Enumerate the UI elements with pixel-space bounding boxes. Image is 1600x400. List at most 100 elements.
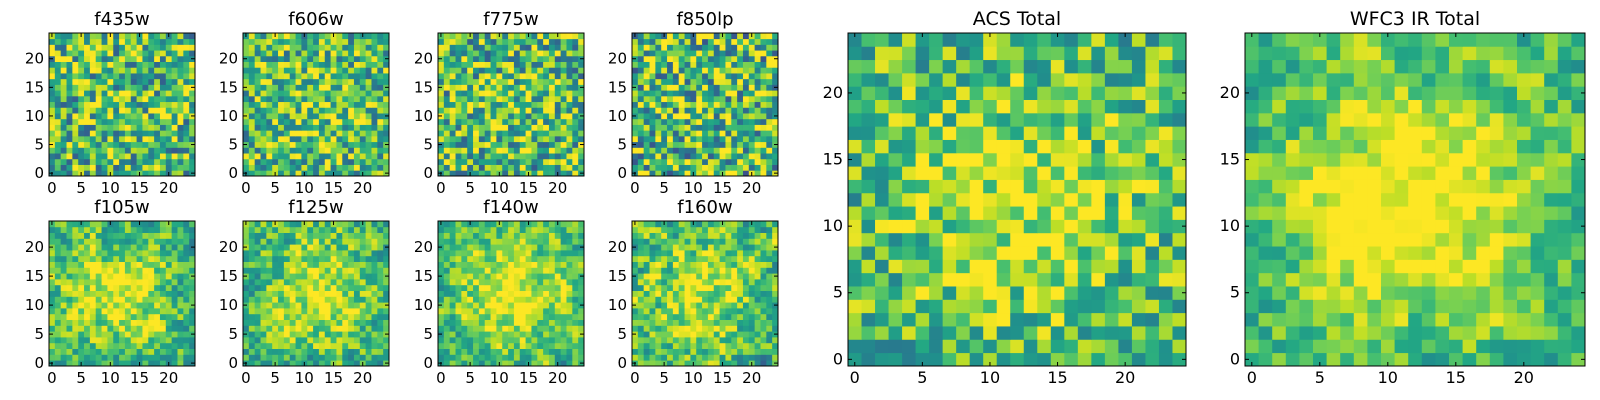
heatmap-cell (684, 95, 691, 103)
heatmap-cell (449, 279, 456, 286)
heatmap-cell (359, 67, 367, 74)
heatmap-cell (313, 238, 320, 245)
heatmap-cell (578, 147, 585, 154)
heatmap-cell (130, 348, 137, 355)
heatmap-cell (754, 284, 761, 291)
heatmap-cell (513, 95, 521, 103)
heatmap-cell (690, 284, 697, 291)
heatmap-cell (189, 135, 196, 143)
heatmap-cell (318, 38, 326, 45)
heatmap-cell (731, 348, 738, 355)
heatmap-cell (78, 130, 85, 137)
heatmap-cell (295, 284, 302, 291)
heatmap-cell (684, 44, 691, 51)
heatmap-cell (438, 319, 445, 326)
heatmap-cell (478, 232, 486, 239)
heatmap-cell (66, 354, 73, 361)
heatmap-cell (283, 153, 291, 160)
heatmap-cell (295, 290, 302, 297)
heatmap-cell (89, 170, 97, 177)
heatmap-cell (183, 250, 190, 257)
heatmap-cell (342, 55, 349, 62)
heatmap-cell (519, 153, 526, 160)
heatmap-cell (643, 107, 650, 114)
heatmap-cell (484, 113, 491, 120)
heatmap-cell (295, 342, 302, 349)
heatmap-cell (713, 279, 720, 286)
heatmap-cell (371, 95, 378, 103)
heatmap-cell (278, 90, 285, 97)
heatmap-cell (307, 44, 314, 51)
heatmap-cell (578, 221, 585, 228)
heatmap-cell (655, 273, 662, 280)
heatmap-cell (183, 73, 190, 80)
heatmap-cell (519, 124, 526, 131)
heatmap-cell (449, 302, 456, 309)
heatmap-cell (183, 337, 190, 344)
heatmap-cell (336, 250, 343, 257)
heatmap-cell (324, 95, 331, 103)
heatmap-cell (754, 360, 761, 367)
heatmap-cell (377, 61, 384, 68)
heatmap-cell (443, 354, 451, 361)
heatmap-cell (490, 107, 497, 114)
heatmap-cell (678, 44, 685, 51)
heatmap-cell (690, 342, 697, 349)
heatmap-cell (707, 360, 715, 367)
heatmap-cell (719, 147, 726, 154)
heatmap-cell (667, 55, 674, 62)
heatmap-cell (502, 118, 509, 125)
heatmap-cell (713, 153, 720, 160)
heatmap-cell (508, 279, 515, 286)
heatmap-cell (142, 331, 149, 338)
heatmap-cell (266, 337, 273, 344)
heatmap-cell (455, 73, 462, 80)
heatmap-cell (560, 124, 567, 131)
heatmap-cell (537, 61, 544, 68)
heatmap-cell (702, 302, 709, 309)
heatmap-cell (189, 147, 196, 154)
heatmap-cell (449, 337, 456, 344)
heatmap-cell (78, 73, 85, 80)
heatmap-cell (383, 284, 390, 291)
heatmap-cell (455, 342, 462, 349)
heatmap-cell (649, 55, 656, 62)
heatmap-cell (330, 261, 337, 268)
heatmap-cell (254, 238, 261, 245)
heatmap-cell (649, 308, 656, 315)
heatmap-cell (72, 232, 79, 239)
heatmap-cell (171, 101, 178, 108)
heatmap-cell (537, 84, 544, 91)
heatmap-cell (266, 44, 273, 51)
heatmap-cell (89, 130, 97, 137)
heatmap-cell (307, 238, 314, 245)
heatmap-cell (667, 84, 674, 91)
heatmap-cell (737, 61, 744, 68)
heatmap-cell (113, 354, 120, 361)
heatmap-cell (696, 284, 703, 291)
heatmap-cell (278, 153, 285, 160)
heatmap-cell (443, 319, 451, 326)
heatmap-cell (330, 55, 337, 62)
heatmap-cell (353, 221, 361, 228)
heatmap-cell (531, 147, 538, 154)
heatmap-cell (737, 348, 744, 355)
heatmap-cell (159, 101, 167, 108)
heatmap-cell (89, 73, 97, 80)
heatmap-cell (159, 302, 167, 309)
heatmap-cell (295, 226, 302, 233)
heatmap-cell (467, 164, 474, 171)
heatmap-cell (336, 279, 343, 286)
heatmap-cell (496, 147, 503, 154)
heatmap-cell (154, 118, 161, 125)
heatmap-cell (737, 319, 744, 326)
heatmap-cell (554, 261, 562, 268)
heatmap-cell (295, 67, 302, 74)
heatmap-cell (690, 147, 697, 154)
heatmap-cell (313, 261, 320, 268)
heatmap-cell (502, 113, 509, 120)
heatmap-cell (766, 158, 773, 165)
heatmap-cell (655, 279, 662, 286)
heatmap-cell (649, 73, 656, 80)
